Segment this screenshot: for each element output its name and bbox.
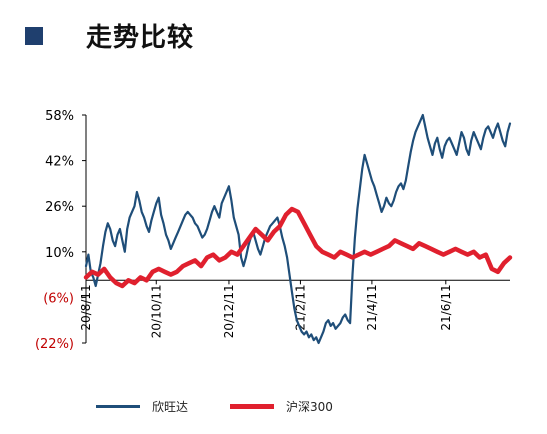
legend-item-series-0: 欣旺达 xyxy=(96,398,188,415)
legend-swatch-series-1 xyxy=(230,404,274,409)
y-tick-label: 42% xyxy=(45,155,74,170)
legend-label-series-1: 沪深300 xyxy=(286,400,333,414)
y-tick-label: (22%) xyxy=(35,337,74,352)
x-tick-label: 20/12/11 xyxy=(222,284,236,338)
series-line-1 xyxy=(83,206,513,289)
page-title: 走势比较 xyxy=(86,23,195,53)
x-tick-label: 21/4/11 xyxy=(365,284,379,330)
x-tick-label: 21/2/11 xyxy=(293,284,307,330)
y-tick-label: (6%) xyxy=(43,291,74,306)
y-tick-label: 26% xyxy=(45,200,74,215)
legend-label-series-0: 欣旺达 xyxy=(152,400,189,414)
x-tick-label: 21/6/11 xyxy=(439,284,453,330)
x-tick-label: 20/8/11 xyxy=(79,284,93,330)
y-tick-label: 10% xyxy=(45,246,74,261)
header-square-icon xyxy=(25,27,43,45)
legend-item-series-1: 沪深300 xyxy=(230,398,333,415)
y-tick-label: 58% xyxy=(45,109,74,124)
legend-swatch-series-0 xyxy=(96,405,140,408)
series-line-0 xyxy=(84,113,512,345)
x-tick-label: 20/10/11 xyxy=(149,284,163,338)
